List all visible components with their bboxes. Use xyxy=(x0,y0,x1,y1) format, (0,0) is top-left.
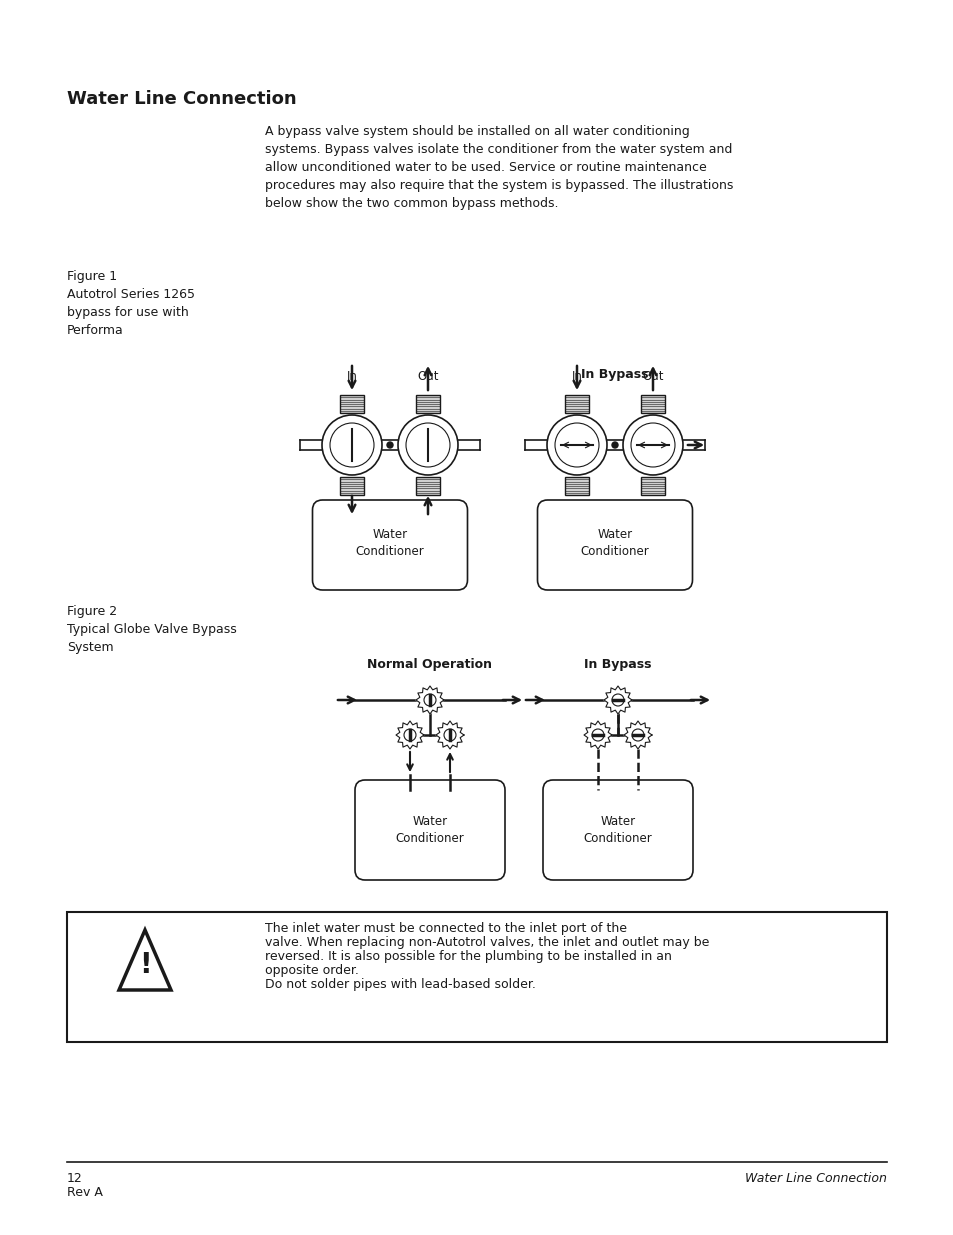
Polygon shape xyxy=(623,721,651,748)
Text: Out: Out xyxy=(641,370,663,383)
Circle shape xyxy=(631,729,643,741)
Text: Do not solder pipes with lead-based solder.: Do not solder pipes with lead-based sold… xyxy=(265,978,536,990)
Circle shape xyxy=(322,415,381,475)
Circle shape xyxy=(423,694,436,706)
Text: A bypass valve system should be installed on all water conditioning
systems. Byp: A bypass valve system should be installe… xyxy=(265,125,733,210)
Polygon shape xyxy=(436,721,463,748)
Circle shape xyxy=(387,442,393,448)
Text: Rev A: Rev A xyxy=(67,1186,103,1199)
Text: valve. When replacing non-Autotrol valves, the inlet and outlet may be: valve. When replacing non-Autotrol valve… xyxy=(265,936,709,948)
Bar xyxy=(416,395,439,412)
Polygon shape xyxy=(583,721,612,748)
Text: Normal Operation: Normal Operation xyxy=(367,658,492,671)
Bar xyxy=(339,477,364,495)
Polygon shape xyxy=(603,685,631,714)
Text: Water
Conditioner: Water Conditioner xyxy=(395,815,464,845)
Polygon shape xyxy=(395,721,423,748)
Text: In Bypass: In Bypass xyxy=(580,368,648,382)
Text: 12: 12 xyxy=(67,1172,83,1186)
Bar xyxy=(416,477,439,495)
Bar xyxy=(640,395,664,412)
Circle shape xyxy=(592,729,603,741)
Bar xyxy=(564,395,588,412)
Text: Figure 2
Typical Globe Valve Bypass
System: Figure 2 Typical Globe Valve Bypass Syst… xyxy=(67,605,236,655)
Circle shape xyxy=(546,415,606,475)
Text: Figure 1
Autotrol Series 1265
bypass for use with
Performa: Figure 1 Autotrol Series 1265 bypass for… xyxy=(67,270,194,337)
Circle shape xyxy=(612,694,623,706)
Text: reversed. It is also possible for the plumbing to be installed in an: reversed. It is also possible for the pl… xyxy=(265,950,671,963)
Circle shape xyxy=(443,729,456,741)
Text: !: ! xyxy=(138,951,152,979)
Text: Water
Conditioner: Water Conditioner xyxy=(580,529,649,558)
Text: Water
Conditioner: Water Conditioner xyxy=(355,529,424,558)
Circle shape xyxy=(622,415,682,475)
Bar xyxy=(640,477,664,495)
Text: In Bypass: In Bypass xyxy=(583,658,651,671)
Bar xyxy=(67,911,886,1042)
Text: Out: Out xyxy=(416,370,438,383)
Circle shape xyxy=(403,729,416,741)
Text: Water
Conditioner: Water Conditioner xyxy=(583,815,652,845)
Text: Water Line Connection: Water Line Connection xyxy=(744,1172,886,1186)
Polygon shape xyxy=(416,685,443,714)
Text: The inlet water must be connected to the inlet port of the: The inlet water must be connected to the… xyxy=(265,923,626,935)
Circle shape xyxy=(397,415,457,475)
Text: Water Line Connection: Water Line Connection xyxy=(67,90,296,107)
Text: In: In xyxy=(571,370,582,383)
Bar xyxy=(339,395,364,412)
Text: opposite order.: opposite order. xyxy=(265,965,358,977)
Text: In: In xyxy=(346,370,357,383)
Bar xyxy=(564,477,588,495)
Circle shape xyxy=(612,442,618,448)
